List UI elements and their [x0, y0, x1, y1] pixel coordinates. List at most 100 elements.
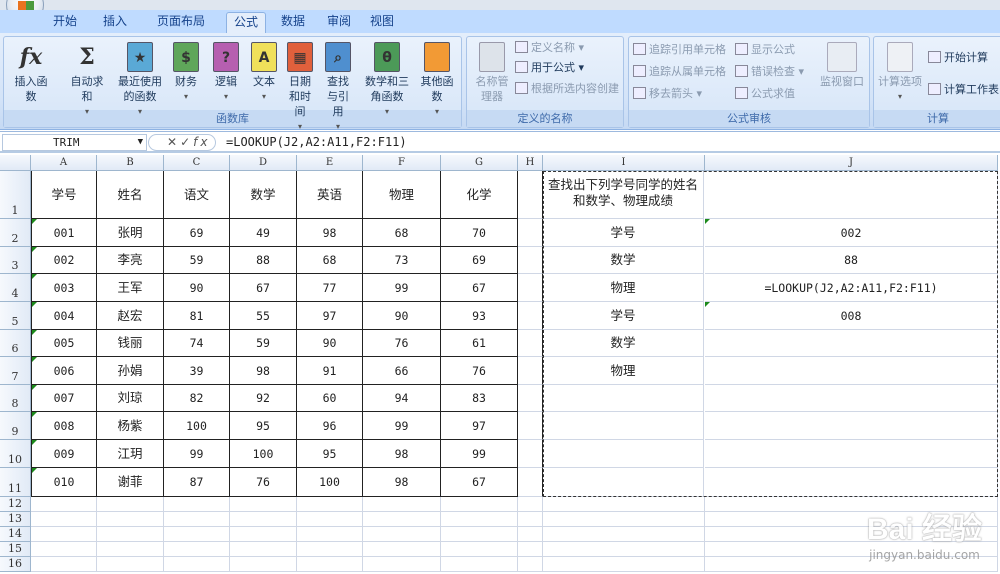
cell-C12[interactable]	[164, 497, 230, 512]
cell-E14[interactable]	[297, 527, 363, 542]
select-all-corner[interactable]	[0, 155, 31, 171]
cell-I4[interactable]: 物理	[542, 274, 704, 302]
cell-I3[interactable]: 数学	[542, 247, 704, 274]
cell-G1[interactable]: 化学	[441, 171, 518, 219]
cell-G11[interactable]: 67	[441, 468, 518, 497]
cell-H8[interactable]	[518, 385, 543, 412]
cell-C1[interactable]: 语文	[164, 171, 230, 219]
cell-F1[interactable]: 物理	[363, 171, 441, 219]
row-header-2[interactable]: 2	[0, 219, 31, 247]
cell-H14[interactable]	[518, 527, 543, 542]
cell-E15[interactable]	[297, 542, 363, 557]
error-checking-button[interactable]: 错误检查 ▾	[735, 63, 804, 81]
row-header-16[interactable]: 16	[0, 557, 31, 572]
cell-F3[interactable]: 73	[363, 247, 441, 274]
row-header-10[interactable]: 10	[0, 440, 31, 468]
cell-I8[interactable]	[542, 385, 704, 412]
logic-book-button[interactable]: ? 逻辑 ▾	[206, 42, 246, 104]
tab-2[interactable]: 页面布局	[156, 14, 205, 28]
sigma-button[interactable]: Σ 自动求和 ▾	[62, 42, 112, 119]
star-book-button[interactable]: ★ 最近使用的函数 ▾	[112, 42, 168, 119]
cell-J5[interactable]: 008	[705, 302, 998, 330]
enter-icon[interactable]: ✓	[180, 135, 194, 149]
cell-D2[interactable]: 49	[230, 219, 297, 247]
cell-B13[interactable]	[97, 512, 164, 527]
calculate-sheet-button[interactable]: 计算工作表	[928, 81, 999, 99]
chevron-down-icon[interactable]: ▼	[137, 137, 143, 147]
cell-B15[interactable]	[97, 542, 164, 557]
cell-A8[interactable]: 007	[31, 385, 97, 412]
column-header-D[interactable]: D	[230, 155, 297, 171]
cell-C5[interactable]: 81	[164, 302, 230, 330]
calculate-now-button[interactable]: 开始计算	[928, 49, 988, 67]
finance-book-button[interactable]: $ 财务 ▾	[166, 42, 206, 104]
column-header-C[interactable]: C	[164, 155, 230, 171]
cell-H9[interactable]	[518, 412, 543, 440]
cell-I5[interactable]: 学号	[542, 302, 704, 330]
cell-C4[interactable]: 90	[164, 274, 230, 302]
cell-D8[interactable]: 92	[230, 385, 297, 412]
cell-E8[interactable]: 60	[297, 385, 363, 412]
column-header-E[interactable]: E	[297, 155, 363, 171]
cell-B11[interactable]: 谢菲	[97, 468, 164, 497]
column-header-F[interactable]: F	[363, 155, 441, 171]
cell-E12[interactable]	[297, 497, 363, 512]
cell-B14[interactable]	[97, 527, 164, 542]
cell-J13[interactable]	[705, 512, 998, 527]
cell-J3[interactable]: 88	[705, 247, 998, 274]
cell-H5[interactable]	[518, 302, 543, 330]
cell-J1[interactable]	[705, 171, 998, 219]
cell-B5[interactable]: 赵宏	[97, 302, 164, 330]
cell-B8[interactable]: 刘琼	[97, 385, 164, 412]
cell-J11[interactable]	[705, 468, 998, 497]
cell-H7[interactable]	[518, 357, 543, 385]
cell-D15[interactable]	[230, 542, 297, 557]
use-in-formula-button[interactable]: 用于公式 ▾	[515, 59, 584, 77]
cell-I7[interactable]: 物理	[542, 357, 704, 385]
cell-I9[interactable]	[542, 412, 704, 440]
row-header-9[interactable]: 9	[0, 412, 31, 440]
cell-D7[interactable]: 98	[230, 357, 297, 385]
cell-G13[interactable]	[441, 512, 518, 527]
cell-A11[interactable]: 010	[31, 468, 97, 497]
lookup-book-button[interactable]: ⌕ 查找与引用 ▾	[318, 42, 358, 134]
cell-D5[interactable]: 55	[230, 302, 297, 330]
cell-B9[interactable]: 杨紫	[97, 412, 164, 440]
cell-F12[interactable]	[363, 497, 441, 512]
cell-E5[interactable]: 97	[297, 302, 363, 330]
cell-H11[interactable]	[518, 468, 543, 497]
cell-I11[interactable]	[542, 468, 704, 497]
cell-A6[interactable]: 005	[31, 330, 97, 357]
cell-G8[interactable]: 83	[441, 385, 518, 412]
tab-0[interactable]: 开始	[52, 14, 77, 28]
cell-C2[interactable]: 69	[164, 219, 230, 247]
tab-6[interactable]: 视图	[369, 14, 394, 28]
more-books-button[interactable]: 其他函数 ▾	[412, 42, 462, 119]
cell-C6[interactable]: 74	[164, 330, 230, 357]
cell-B12[interactable]	[97, 497, 164, 512]
cell-G2[interactable]: 70	[441, 219, 518, 247]
cell-D9[interactable]: 95	[230, 412, 297, 440]
cell-F10[interactable]: 98	[363, 440, 441, 468]
column-header-I[interactable]: I	[543, 155, 705, 171]
cell-C9[interactable]: 100	[164, 412, 230, 440]
cell-I16[interactable]	[543, 557, 705, 572]
cell-G5[interactable]: 93	[441, 302, 518, 330]
cell-C13[interactable]	[164, 512, 230, 527]
cell-G3[interactable]: 69	[441, 247, 518, 274]
cell-F2[interactable]: 68	[363, 219, 441, 247]
define-name-button[interactable]: 定义名称 ▾	[515, 39, 584, 57]
cell-J16[interactable]	[705, 557, 998, 572]
cell-H3[interactable]	[518, 247, 543, 274]
cancel-icon[interactable]: ✕	[167, 135, 181, 149]
cell-D4[interactable]: 67	[230, 274, 297, 302]
cell-D10[interactable]: 100	[230, 440, 297, 468]
cell-C16[interactable]	[164, 557, 230, 572]
cell-F9[interactable]: 99	[363, 412, 441, 440]
name-manager-button[interactable]: 名称管理器	[472, 42, 512, 104]
cell-D1[interactable]: 数学	[230, 171, 297, 219]
cell-D14[interactable]	[230, 527, 297, 542]
cell-E10[interactable]: 95	[297, 440, 363, 468]
cell-D3[interactable]: 88	[230, 247, 297, 274]
cell-B7[interactable]: 孙娟	[97, 357, 164, 385]
